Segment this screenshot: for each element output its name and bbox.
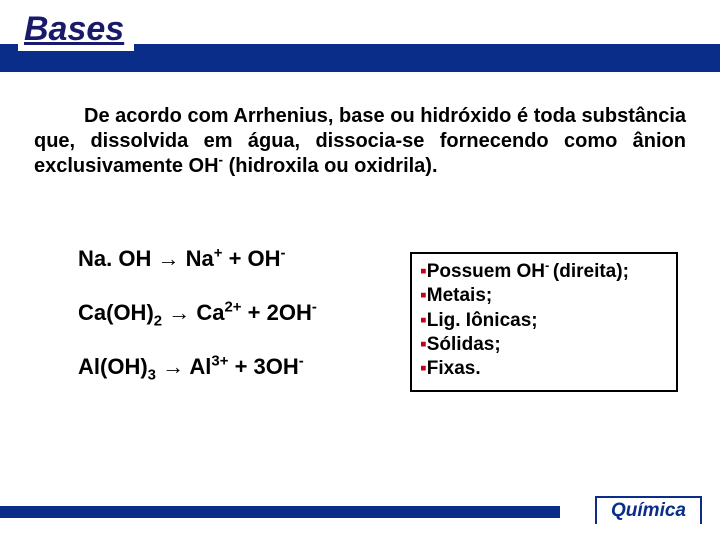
header: Bases (0, 0, 720, 72)
arrow-icon: → (162, 354, 184, 379)
eq1-tail: - (281, 245, 286, 262)
equations-block: Na. OH → Na+ + OH- Ca(OH)2 → Ca2+ + 2OH-… (78, 246, 368, 408)
prop5-pre: Fixas. (427, 358, 481, 379)
equation-2: Ca(OH)2 → Ca2+ + 2OH- (78, 300, 368, 326)
title-box: Bases (18, 8, 134, 51)
eq3-plus: + 3OH (228, 354, 298, 379)
bullet-icon: ▪ (420, 358, 427, 379)
eq2-sub: 2 (154, 312, 162, 329)
prop3-pre: Lig. Iônicas; (427, 310, 538, 331)
definition-paragraph: De acordo com Arrhenius, base ou hidróxi… (34, 104, 686, 179)
arrow-icon: → (157, 246, 179, 271)
eq1-plus: + OH (222, 246, 280, 271)
bullet-icon: ▪ (420, 310, 427, 331)
property-4: ▪Sólidas; (420, 333, 668, 357)
prop4-pre: Sólidas; (427, 334, 501, 355)
footer-bar-line (0, 506, 560, 518)
eq2-rhs: Ca (190, 300, 224, 325)
eq2-sup: 2+ (224, 299, 241, 316)
para-part2: (hidroxila ou oxidrila). (223, 155, 437, 177)
property-5: ▪Fixas. (420, 357, 668, 381)
bullet-icon: ▪ (420, 285, 427, 306)
equation-1: Na. OH → Na+ + OH- (78, 246, 368, 272)
prop1-pre: Possuem OH (427, 261, 545, 282)
prop1-sup: - (545, 258, 553, 273)
eq3-sub: 3 (148, 366, 156, 383)
eq1-lhs: Na. OH (78, 246, 151, 271)
footer: Química (0, 500, 720, 524)
property-3: ▪Lig. Iônicas; (420, 309, 668, 333)
page-title: Bases (24, 10, 124, 48)
property-1: ▪Possuem OH- (direita); (420, 260, 668, 284)
properties-box: ▪Possuem OH- (direita); ▪Metais; ▪Lig. I… (410, 252, 678, 392)
bullet-icon: ▪ (420, 261, 427, 282)
equation-3: Al(OH)3 → Al3+ + 3OH- (78, 354, 368, 380)
eq2-tail: - (312, 299, 317, 316)
prop2-pre: Metais; (427, 285, 492, 306)
bullet-icon: ▪ (420, 334, 427, 355)
prop1-post: (direita); (553, 261, 629, 282)
eq3-sup: 3+ (211, 353, 228, 370)
eq3-lhs: Al(OH) (78, 354, 148, 379)
eq1-rhs: Na (186, 246, 214, 271)
arrow-icon: → (168, 300, 190, 325)
footer-subject-label: Química (595, 496, 702, 524)
eq3-tail: - (299, 353, 304, 370)
eq2-plus: + 2OH (242, 300, 312, 325)
eq2-lhs: Ca(OH) (78, 300, 154, 325)
eq3-rhs: Al (184, 354, 211, 379)
property-2: ▪Metais; (420, 284, 668, 308)
main-content: De acordo com Arrhenius, base ou hidróxi… (0, 72, 720, 179)
